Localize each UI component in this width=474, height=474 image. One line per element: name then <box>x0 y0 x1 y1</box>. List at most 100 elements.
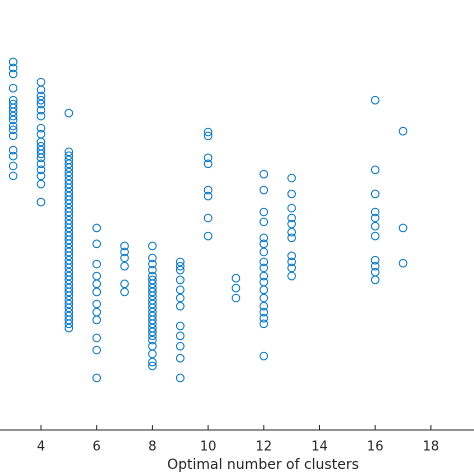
point <box>8 151 18 161</box>
point <box>370 165 380 175</box>
point <box>36 123 46 133</box>
point <box>64 235 74 245</box>
point <box>120 241 129 251</box>
point <box>64 323 74 333</box>
point <box>370 95 380 105</box>
point <box>259 207 269 217</box>
point <box>64 239 74 249</box>
point <box>36 137 46 147</box>
point <box>203 127 213 137</box>
point <box>64 247 74 257</box>
point <box>259 263 269 273</box>
point <box>370 261 380 271</box>
x-tick-label: 16 <box>367 440 384 455</box>
point <box>231 283 241 293</box>
point <box>8 121 18 131</box>
point <box>36 149 46 159</box>
point <box>259 307 269 317</box>
point <box>36 91 46 101</box>
point <box>36 85 46 95</box>
point <box>231 293 241 303</box>
point <box>287 257 296 267</box>
point <box>120 247 129 257</box>
point <box>120 261 129 271</box>
point <box>64 159 74 169</box>
point <box>398 258 408 268</box>
point <box>203 153 213 163</box>
point <box>8 111 18 121</box>
x-axis-label: Optimal number of clusters <box>167 457 359 473</box>
point <box>92 373 101 383</box>
point <box>175 257 185 267</box>
point <box>148 319 157 329</box>
point <box>8 83 18 93</box>
point <box>259 233 269 243</box>
point <box>370 231 380 241</box>
point <box>175 261 185 271</box>
point <box>8 69 18 79</box>
point <box>148 335 157 345</box>
point <box>203 213 213 223</box>
point <box>64 251 74 261</box>
point <box>175 265 185 275</box>
point <box>175 275 185 285</box>
point <box>36 105 46 115</box>
point <box>64 108 74 118</box>
point <box>64 179 74 189</box>
point <box>259 293 269 303</box>
point <box>92 223 101 233</box>
point <box>8 145 18 155</box>
x-tick-label: 6 <box>93 440 101 455</box>
point <box>64 199 74 209</box>
point <box>287 233 296 243</box>
point <box>259 301 269 311</box>
point <box>175 353 185 363</box>
point <box>64 315 74 325</box>
point <box>287 227 296 237</box>
point <box>148 327 157 337</box>
point <box>370 255 380 265</box>
point <box>287 219 296 229</box>
point <box>259 319 269 329</box>
point <box>92 345 101 355</box>
point <box>92 315 101 325</box>
point <box>259 313 269 323</box>
point <box>64 211 74 221</box>
point <box>64 195 74 205</box>
point <box>175 321 185 331</box>
point <box>148 291 157 301</box>
point <box>92 333 101 343</box>
point <box>36 171 46 181</box>
x-tick-label: 14 <box>311 440 328 455</box>
point <box>92 259 101 269</box>
point <box>36 179 46 189</box>
point <box>36 159 46 169</box>
point <box>8 131 18 141</box>
point <box>175 293 185 303</box>
point <box>203 185 213 195</box>
point <box>259 239 269 249</box>
point <box>398 126 408 136</box>
point <box>175 373 185 383</box>
point <box>148 279 157 289</box>
point <box>64 167 74 177</box>
point <box>370 213 380 223</box>
point <box>259 217 269 227</box>
point <box>92 271 101 281</box>
point <box>8 161 18 171</box>
point <box>259 351 269 361</box>
x-tick-label: 4 <box>37 440 45 455</box>
point <box>36 77 46 87</box>
point <box>203 131 213 141</box>
point <box>148 259 157 269</box>
point <box>370 221 380 231</box>
point <box>148 361 157 371</box>
point <box>148 299 157 309</box>
point <box>259 257 269 267</box>
point <box>287 173 296 183</box>
point <box>64 299 74 309</box>
point <box>64 287 74 297</box>
point <box>370 189 380 199</box>
point <box>92 287 101 297</box>
point <box>203 159 213 169</box>
